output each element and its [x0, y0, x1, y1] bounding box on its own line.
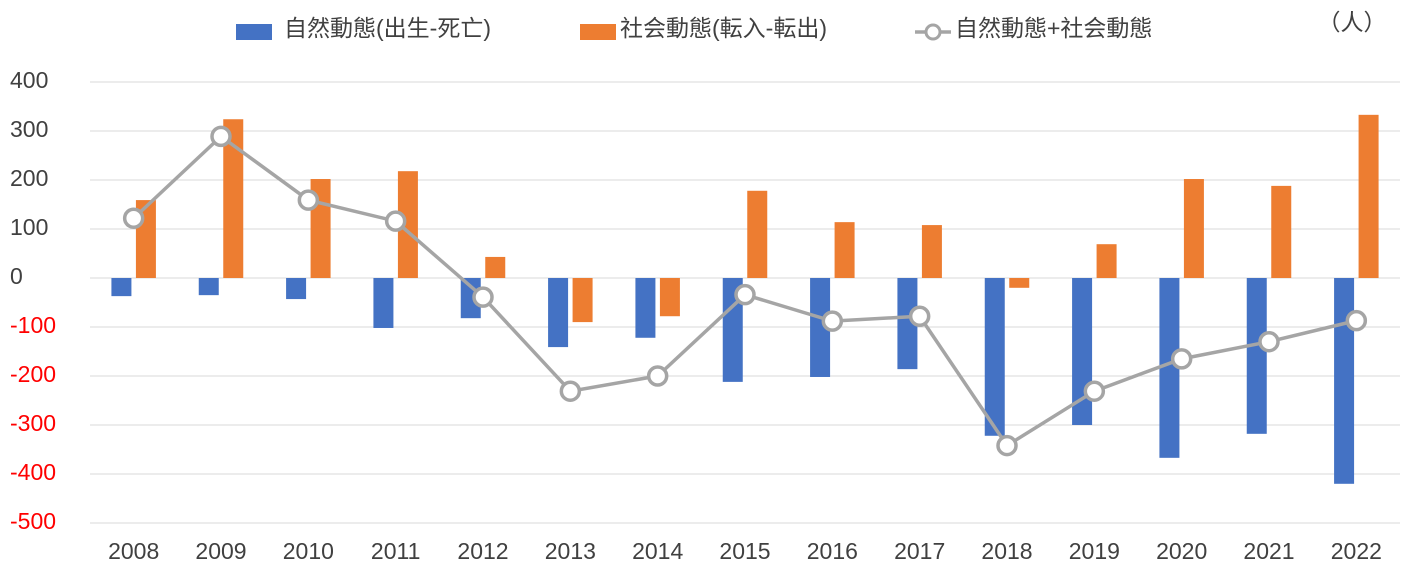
bar [485, 256, 506, 278]
bar [897, 278, 918, 370]
unit-label: （人） [1318, 9, 1387, 35]
bar [1358, 114, 1379, 278]
bar [659, 278, 680, 317]
line-marker [210, 125, 232, 148]
line-marker [384, 210, 407, 232]
line-marker [821, 310, 844, 332]
x-tick-label: 2016 [807, 538, 858, 564]
y-tick-label: -500 [10, 508, 56, 534]
bar [460, 278, 481, 319]
legend-label: 自然動態+社会動態 [955, 15, 1152, 41]
bar [1334, 278, 1355, 484]
bar [572, 278, 593, 323]
x-tick-label: 2019 [1069, 538, 1120, 564]
line-marker [734, 283, 756, 306]
x-tick-label: 2010 [283, 538, 334, 564]
line-marker [996, 434, 1018, 457]
legend-swatch [580, 24, 616, 40]
bar [548, 278, 569, 348]
y-tick-label: -400 [10, 459, 56, 485]
bar [1183, 179, 1204, 278]
x-tick-label: 2021 [1243, 538, 1294, 564]
y-tick-label: -300 [10, 410, 56, 436]
x-tick-label: 2013 [545, 538, 596, 564]
x-tick-label: 2015 [719, 538, 770, 564]
x-tick-label: 2009 [195, 538, 246, 564]
bar [1096, 244, 1117, 278]
x-tick-label: 2022 [1331, 538, 1382, 564]
bar [286, 278, 307, 300]
bar [810, 278, 831, 377]
line-marker [908, 305, 931, 327]
bar [397, 171, 418, 278]
bar [984, 278, 1005, 436]
line-marker [297, 189, 320, 211]
legend-label: 自然動態(出生-死亡) [284, 15, 491, 41]
bar [1271, 185, 1292, 278]
line-marker [122, 207, 145, 229]
y-tick-label: 400 [10, 67, 48, 93]
bar [373, 278, 394, 328]
x-tick-label: 2011 [371, 538, 420, 564]
y-tick-label: 0 [10, 263, 23, 289]
line-marker [646, 365, 669, 387]
y-tick-label: -100 [10, 312, 56, 338]
y-tick-label: -200 [10, 361, 56, 387]
line-marker [1258, 330, 1280, 353]
bar [198, 278, 219, 296]
y-tick-label: 200 [10, 165, 48, 191]
line-marker [559, 380, 582, 402]
bar [111, 278, 132, 297]
y-tick-label: 300 [10, 116, 48, 142]
bar [747, 190, 768, 278]
bar [921, 225, 942, 278]
bar [834, 222, 855, 278]
x-tick-label: 2012 [457, 538, 508, 564]
x-tick-label: 2014 [632, 538, 683, 564]
bar [1009, 278, 1030, 288]
bar [223, 119, 244, 279]
y-tick-label: 100 [10, 214, 48, 240]
bar [635, 278, 656, 338]
x-tick-label: 2008 [108, 538, 159, 564]
line-marker [1083, 380, 1106, 402]
x-tick-label: 2018 [981, 538, 1032, 564]
line-marker [1345, 309, 1368, 332]
bar [1246, 278, 1267, 434]
legend-swatch [236, 24, 272, 40]
bar [722, 278, 743, 382]
x-tick-label: 2020 [1156, 538, 1207, 564]
line-marker [472, 286, 494, 308]
legend-label: 社会動態(転入-転出) [620, 15, 827, 41]
line-marker [1170, 348, 1193, 370]
bar [1159, 278, 1180, 458]
legend-swatch [924, 23, 942, 41]
x-tick-label: 2017 [894, 538, 945, 564]
